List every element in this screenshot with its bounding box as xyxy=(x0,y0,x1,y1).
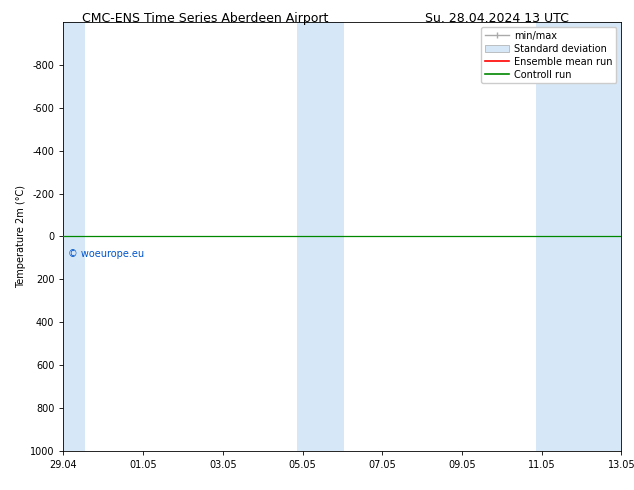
Text: © woeurope.eu: © woeurope.eu xyxy=(68,249,145,259)
Text: CMC-ENS Time Series Aberdeen Airport: CMC-ENS Time Series Aberdeen Airport xyxy=(82,12,329,25)
Y-axis label: Temperature 2m (°C): Temperature 2m (°C) xyxy=(16,185,26,288)
Text: Su. 28.04.2024 13 UTC: Su. 28.04.2024 13 UTC xyxy=(425,12,569,25)
Bar xyxy=(536,22,621,451)
Legend: min/max, Standard deviation, Ensemble mean run, Controll run: min/max, Standard deviation, Ensemble me… xyxy=(481,27,616,83)
Bar xyxy=(297,22,344,451)
Bar xyxy=(63,22,86,451)
